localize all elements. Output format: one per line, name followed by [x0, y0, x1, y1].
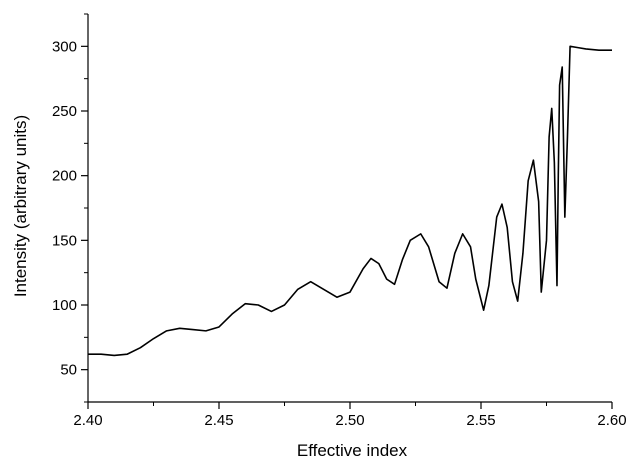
x-tick-label: 2.55 [466, 412, 495, 429]
y-axis-ticks: 50 100 150 200 250 300 [52, 13, 88, 403]
y-tick-label: 150 [52, 232, 77, 249]
x-tick-label: 2.40 [73, 412, 102, 429]
y-tick-label: 300 [52, 38, 77, 55]
y-tick-label: 200 [52, 168, 77, 185]
axes-frame [87, 14, 612, 403]
series-line-0 [88, 45, 612, 357]
y-axis-label: Intensity (arbitrary units) [11, 115, 30, 297]
y-tick-label: 50 [60, 362, 77, 379]
y-tick-label: 100 [52, 297, 77, 314]
x-axis-ticks: 2.40 2.45 2.50 2.55 2.60 [73, 402, 627, 429]
plot-area [88, 45, 612, 357]
x-tick-label: 2.50 [335, 412, 364, 429]
x-tick-label: 2.60 [597, 412, 626, 429]
x-axis-label: Effective index [297, 441, 408, 460]
x-tick-label: 2.45 [204, 412, 233, 429]
y-tick-label: 250 [52, 103, 77, 120]
